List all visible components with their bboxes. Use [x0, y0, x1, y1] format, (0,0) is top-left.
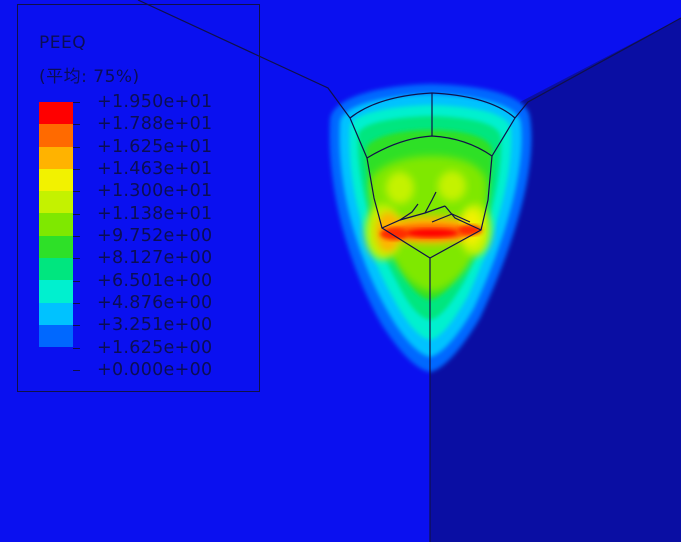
legend-value-label: +1.625e+00: [97, 338, 213, 358]
legend-tick: [73, 102, 80, 103]
legend-panel: PEEQ (平均: 75%) +1.950e+01 +1.788e+01 +1.…: [17, 4, 260, 392]
legend-tick: [73, 370, 80, 371]
legend-value-label: +0.000e+00: [97, 360, 213, 380]
legend-title: PEEQ: [39, 33, 87, 53]
legend-value-label: +1.300e+01: [97, 181, 213, 201]
model-right-face: [430, 18, 681, 542]
legend-tick: [73, 281, 80, 282]
legend-swatch: [39, 235, 73, 259]
legend-tick: [73, 191, 80, 192]
legend-value-label: +9.752e+00: [97, 226, 213, 246]
legend-tick: [73, 169, 80, 170]
legend-swatch: [39, 146, 73, 169]
legend-tick: [73, 348, 80, 349]
legend-value-label: +3.251e+00: [97, 315, 213, 335]
legend-tick: [73, 147, 80, 148]
legend-swatch: [39, 280, 73, 303]
legend-value-label: +4.876e+00: [97, 293, 213, 313]
model-edges: [137, 0, 681, 542]
legend-value-label: +1.138e+01: [97, 204, 213, 224]
legend-value-label: +1.625e+01: [97, 137, 213, 157]
legend-value-label: +1.950e+01: [97, 92, 213, 112]
legend-value-label: +1.463e+01: [97, 159, 213, 179]
legend-swatch: [39, 258, 73, 281]
legend-color-bar: [39, 102, 73, 370]
legend-swatch: [39, 124, 73, 147]
legend-value-label: +1.788e+01: [97, 114, 213, 134]
legend-tick: [73, 124, 80, 125]
legend-averaging: (平均: 75%): [39, 67, 140, 87]
legend-tick: [73, 214, 80, 215]
legend-value-label: +8.127e+00: [97, 248, 213, 268]
legend-swatch: [39, 213, 73, 236]
legend-tick: [73, 325, 80, 326]
legend-tick: [73, 303, 80, 304]
legend-swatch: [39, 324, 73, 348]
legend-swatch: [39, 102, 73, 125]
legend-tick: [73, 236, 80, 237]
legend-swatch: [39, 302, 73, 325]
legend-swatch: [39, 347, 73, 370]
legend-swatch: [39, 191, 73, 214]
legend-tick: [73, 258, 80, 259]
legend-value-label: +6.501e+00: [97, 271, 213, 291]
legend-swatch: [39, 168, 73, 192]
